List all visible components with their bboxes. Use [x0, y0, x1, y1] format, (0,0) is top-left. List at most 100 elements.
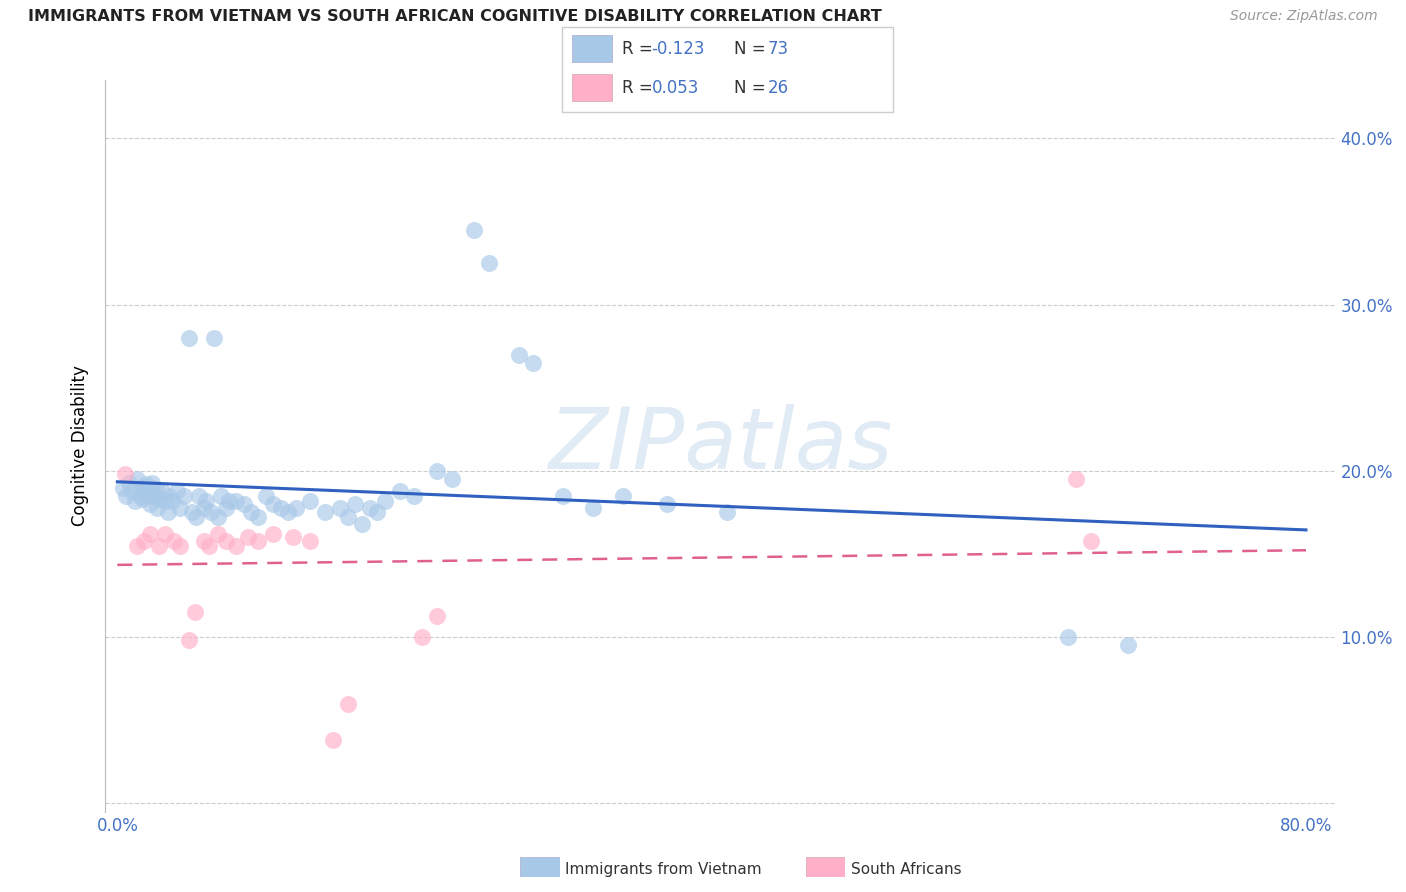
Point [136, 489, 159, 503]
Point [209, 489, 232, 503]
Point [411, 630, 433, 644]
Point [247, 533, 270, 548]
Point [352, 517, 374, 532]
Point [173, 489, 195, 503]
Point [336, 697, 359, 711]
Point [1080, 533, 1102, 548]
Point [153, 493, 176, 508]
Point [193, 533, 215, 548]
Point [177, 331, 200, 345]
Point [270, 500, 292, 515]
Text: 73: 73 [768, 40, 789, 58]
Point [153, 527, 176, 541]
Point [115, 489, 138, 503]
Point [359, 500, 381, 515]
Point [132, 533, 155, 548]
Point [202, 331, 225, 345]
Point [508, 347, 530, 362]
Point [131, 492, 153, 507]
Text: Source: ZipAtlas.com: Source: ZipAtlas.com [1230, 9, 1378, 23]
Text: N =: N = [734, 40, 770, 58]
Point [124, 493, 146, 508]
Y-axis label: Cognitive Disability: Cognitive Disability [72, 366, 90, 526]
Point [655, 497, 678, 511]
Point [551, 489, 574, 503]
Point [139, 527, 162, 541]
Point [463, 223, 485, 237]
Point [329, 500, 352, 515]
Point [232, 497, 254, 511]
Text: Immigrants from Vietnam: Immigrants from Vietnam [565, 863, 762, 877]
Point [139, 497, 162, 511]
Point [262, 497, 284, 511]
Point [404, 489, 426, 503]
Point [215, 533, 238, 548]
Point [125, 539, 148, 553]
Point [262, 527, 284, 541]
Point [146, 500, 169, 515]
Point [188, 489, 211, 503]
Point [183, 605, 205, 619]
Text: -0.123: -0.123 [651, 40, 706, 58]
Point [141, 475, 163, 490]
Point [200, 506, 222, 520]
Point [128, 489, 150, 503]
Point [166, 483, 188, 498]
Text: 0.053: 0.053 [651, 78, 699, 96]
Point [1116, 639, 1139, 653]
Bar [572, 74, 612, 102]
Point [281, 530, 304, 544]
Text: South Africans: South Africans [851, 863, 962, 877]
Point [198, 539, 221, 553]
Text: ZIPatlas: ZIPatlas [548, 404, 893, 488]
Point [169, 539, 191, 553]
Point [299, 533, 322, 548]
Point [277, 506, 299, 520]
Point [162, 493, 184, 508]
Point [215, 500, 238, 515]
Text: R =: R = [621, 78, 658, 96]
Point [716, 506, 738, 520]
Point [299, 493, 322, 508]
Point [218, 493, 240, 508]
Point [207, 510, 229, 524]
Point [121, 483, 143, 498]
Point [150, 483, 173, 498]
Point [145, 482, 167, 496]
FancyBboxPatch shape [562, 27, 893, 112]
Point [522, 356, 544, 370]
Point [440, 472, 463, 486]
Point [195, 493, 218, 508]
Point [366, 506, 388, 520]
Point [225, 539, 247, 553]
Point [612, 489, 634, 503]
Point [129, 481, 152, 495]
Point [426, 464, 449, 478]
Point [143, 489, 166, 503]
Point [135, 477, 157, 491]
Point [177, 633, 200, 648]
Point [125, 472, 148, 486]
Point [132, 483, 155, 498]
Point [478, 256, 501, 270]
Point [247, 510, 270, 524]
Text: IMMIGRANTS FROM VIETNAM VS SOUTH AFRICAN COGNITIVE DISABILITY CORRELATION CHART: IMMIGRANTS FROM VIETNAM VS SOUTH AFRICAN… [28, 9, 882, 24]
Text: N =: N = [734, 78, 770, 96]
Point [156, 506, 179, 520]
Point [207, 527, 229, 541]
Text: R =: R = [621, 40, 658, 58]
Point [240, 506, 263, 520]
Point [374, 493, 396, 508]
Point [254, 489, 277, 503]
Point [148, 492, 170, 507]
Point [138, 483, 160, 498]
Point [163, 533, 186, 548]
Point [112, 481, 135, 495]
Point [148, 539, 170, 553]
Point [169, 500, 191, 515]
Point [426, 608, 449, 623]
Point [225, 493, 247, 508]
Point [1064, 472, 1087, 486]
Point [322, 733, 344, 747]
Point [184, 510, 207, 524]
